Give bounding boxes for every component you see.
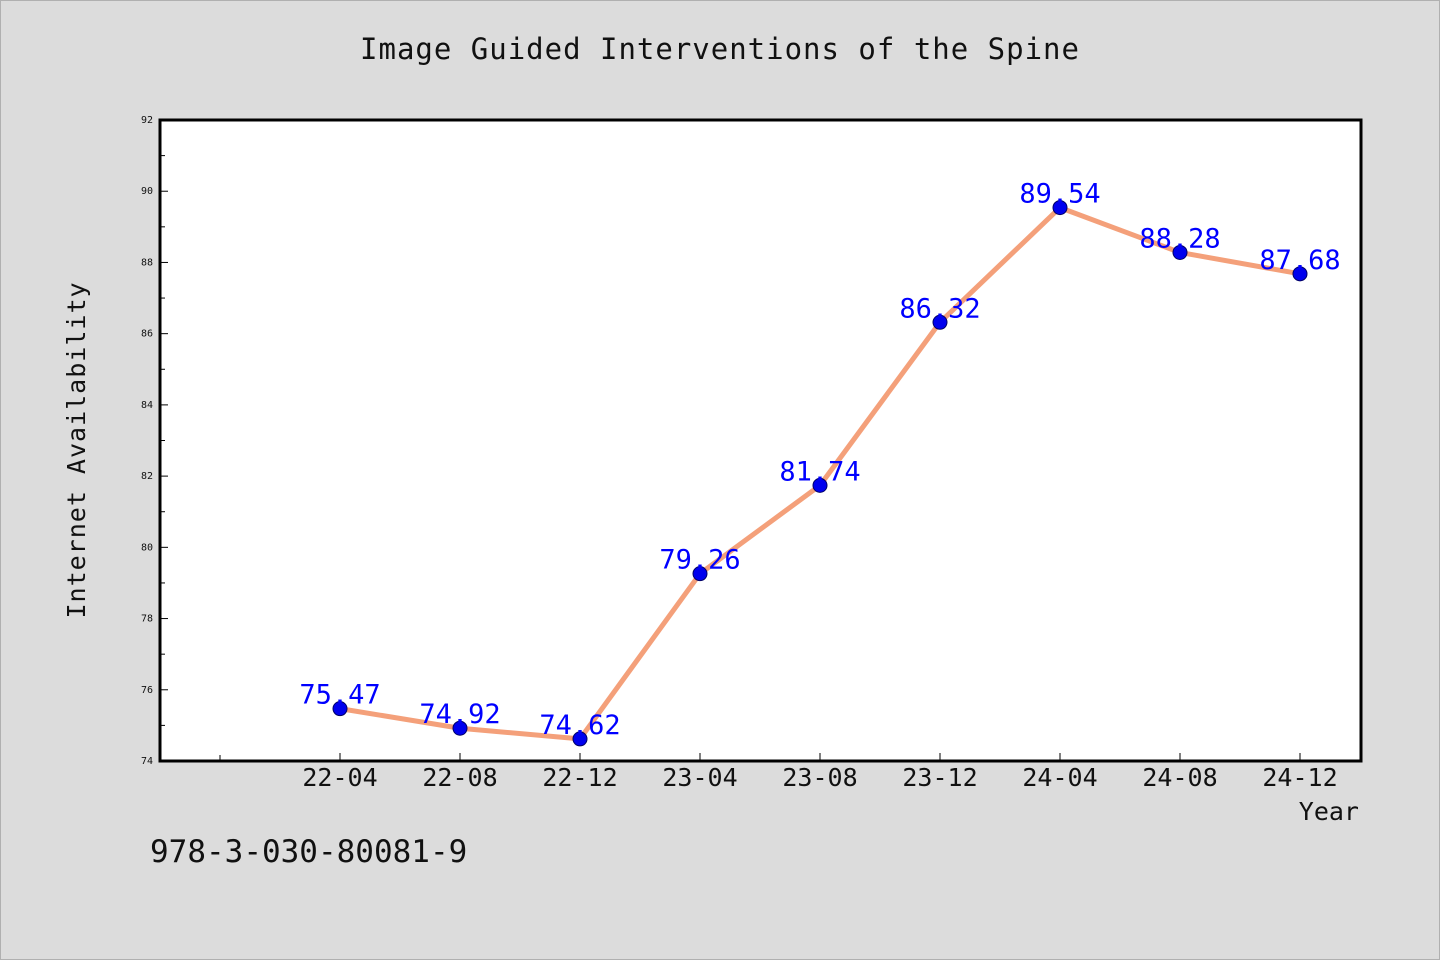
y-tick-label: 74: [141, 756, 153, 767]
data-label: 81.74: [779, 456, 860, 487]
x-tick-label: 24-12: [1262, 763, 1337, 792]
x-axis: 22-04 22-08 22-12 23-04 23-08 23-12 24-04 24-08…: [219, 753, 1338, 792]
y-axis-label: Internet Availability: [62, 281, 91, 618]
data-label: 86.32: [899, 293, 980, 324]
y-tick-label: 84: [141, 400, 153, 411]
y-tick-label: 86: [141, 329, 153, 340]
y-tick-label: 90: [141, 186, 153, 197]
isbn-text: 978-3-030-80081-9: [150, 834, 468, 870]
data-point: [332, 701, 348, 717]
data-point: [932, 314, 948, 330]
x-tick-label: 24-04: [1022, 763, 1097, 792]
data-point: [452, 720, 468, 736]
x-tick-label: 23-04: [662, 763, 737, 792]
x-tick-label: 22-08: [422, 763, 497, 792]
data-point: [1052, 200, 1068, 216]
data-point: [692, 566, 708, 582]
x-tick-label: 23-12: [902, 763, 977, 792]
data-point: [1172, 244, 1188, 260]
data-label: 75.47: [299, 680, 380, 711]
y-tick-label: 78: [141, 614, 153, 625]
chart-title: Image Guided Interventions of the Spine: [360, 32, 1080, 66]
data-point: [572, 731, 588, 747]
data-label: 88.28: [1139, 223, 1220, 254]
x-tick-label: 23-08: [782, 763, 857, 792]
data-point: [812, 477, 828, 493]
series-layer: [332, 200, 1308, 747]
y-axis: 74 76 78 80 82 84 86 88 90 92: [141, 115, 168, 767]
y-tick-label: 92: [141, 115, 153, 126]
plot-area: [158, 118, 1363, 763]
x-axis-label: Year: [1299, 797, 1359, 826]
data-label: 79.26: [659, 545, 740, 576]
y-tick-label: 76: [141, 685, 153, 696]
data-point: [1292, 266, 1308, 282]
data-labels: 75.47 74.92 74.62 79.26 81.74 86.32 89.54 88.28…: [299, 179, 1340, 741]
y-tick-label: 82: [141, 471, 153, 482]
x-tick-label: 22-12: [542, 763, 617, 792]
data-label: 87.68: [1259, 245, 1340, 276]
x-tick-label: 24-08: [1142, 763, 1217, 792]
data-label: 74.92: [419, 699, 500, 730]
data-label: 89.54: [1019, 179, 1100, 210]
y-tick-label: 88: [141, 257, 153, 268]
data-label: 74.62: [539, 710, 620, 741]
x-tick-label: 22-04: [302, 763, 377, 792]
y-tick-label: 80: [141, 542, 153, 553]
